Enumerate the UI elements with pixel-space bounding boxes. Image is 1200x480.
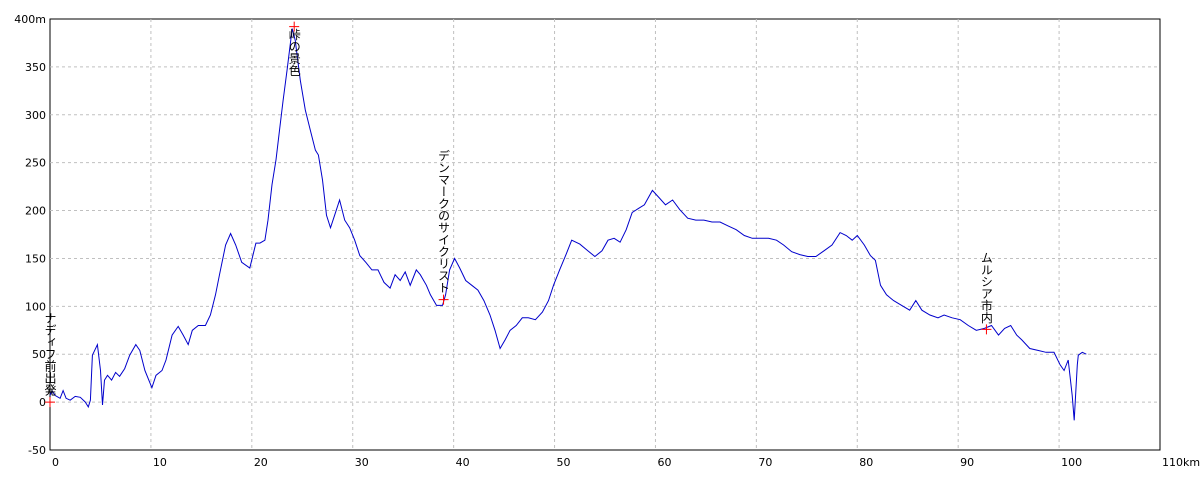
annotation-marker	[438, 294, 449, 305]
elevation-line	[49, 28, 1087, 421]
y-tick-label: 50	[32, 348, 46, 361]
annotation-marker	[981, 324, 992, 335]
x-tick-label: 60	[657, 456, 671, 469]
y-tick-label: 100	[25, 300, 46, 313]
annotation-marker	[289, 21, 300, 32]
y-tick-label: 300	[25, 109, 46, 122]
x-tick-label: 110km	[1162, 456, 1200, 469]
y-tick-label: -50	[28, 444, 46, 457]
annotation-label: ムルシア市内	[979, 251, 993, 323]
x-tick-label: 50	[557, 456, 571, 469]
y-tick-label: 0	[39, 396, 46, 409]
annotation-label: ナディフ前出発	[43, 312, 57, 396]
x-tick-label: 20	[254, 456, 268, 469]
annotation-label: 峠の景色	[287, 27, 301, 76]
plot-frame	[49, 18, 1161, 451]
annotation-label: デンマークのサイクリスト	[437, 149, 451, 293]
y-tick-label: 200	[25, 205, 46, 218]
x-tick-label: 70	[758, 456, 772, 469]
x-tick-label: 0	[52, 456, 59, 469]
x-tick-label: 90	[960, 456, 974, 469]
x-tick-label: 40	[456, 456, 470, 469]
x-tick-label: 10	[153, 456, 167, 469]
y-tick-label: 150	[25, 252, 46, 265]
x-tick-label: 100	[1061, 456, 1082, 469]
y-tick-label: 250	[25, 157, 46, 170]
annotation-marker	[45, 397, 55, 408]
y-tick-label: 400m	[14, 13, 46, 26]
x-tick-label: 30	[355, 456, 369, 469]
x-tick-label: 80	[859, 456, 873, 469]
y-tick-label: 350	[25, 61, 46, 74]
